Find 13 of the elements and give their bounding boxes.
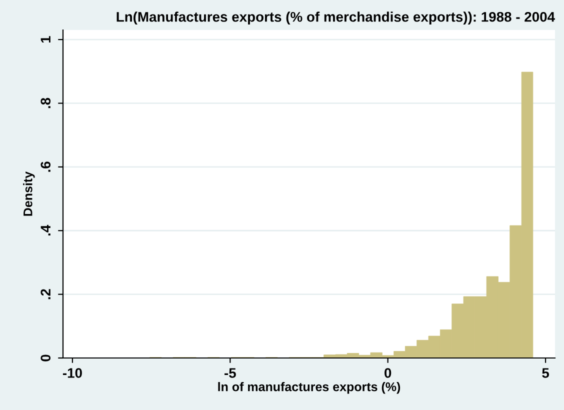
y-tick-label: .4 <box>40 224 50 236</box>
y-tick-label: 1 <box>40 36 50 43</box>
y-tick-label: .8 <box>40 98 51 108</box>
x-tick-label: 5 <box>542 368 550 378</box>
x-tick-label: -10 <box>62 368 82 378</box>
x-axis-title: ln of manufactures exports (%) <box>218 382 400 394</box>
y-axis-title: Density <box>23 171 35 216</box>
chart-title: Ln(Manufactures exports (% of merchandise exports)): 1988 - 2004 <box>116 12 555 25</box>
x-tick-label: 0 <box>384 368 392 378</box>
x-tick-label: -5 <box>224 368 236 378</box>
y-tick-label: .6 <box>40 162 51 172</box>
y-tick-label: 0 <box>40 354 51 362</box>
y-tick-label: .2 <box>40 289 50 300</box>
